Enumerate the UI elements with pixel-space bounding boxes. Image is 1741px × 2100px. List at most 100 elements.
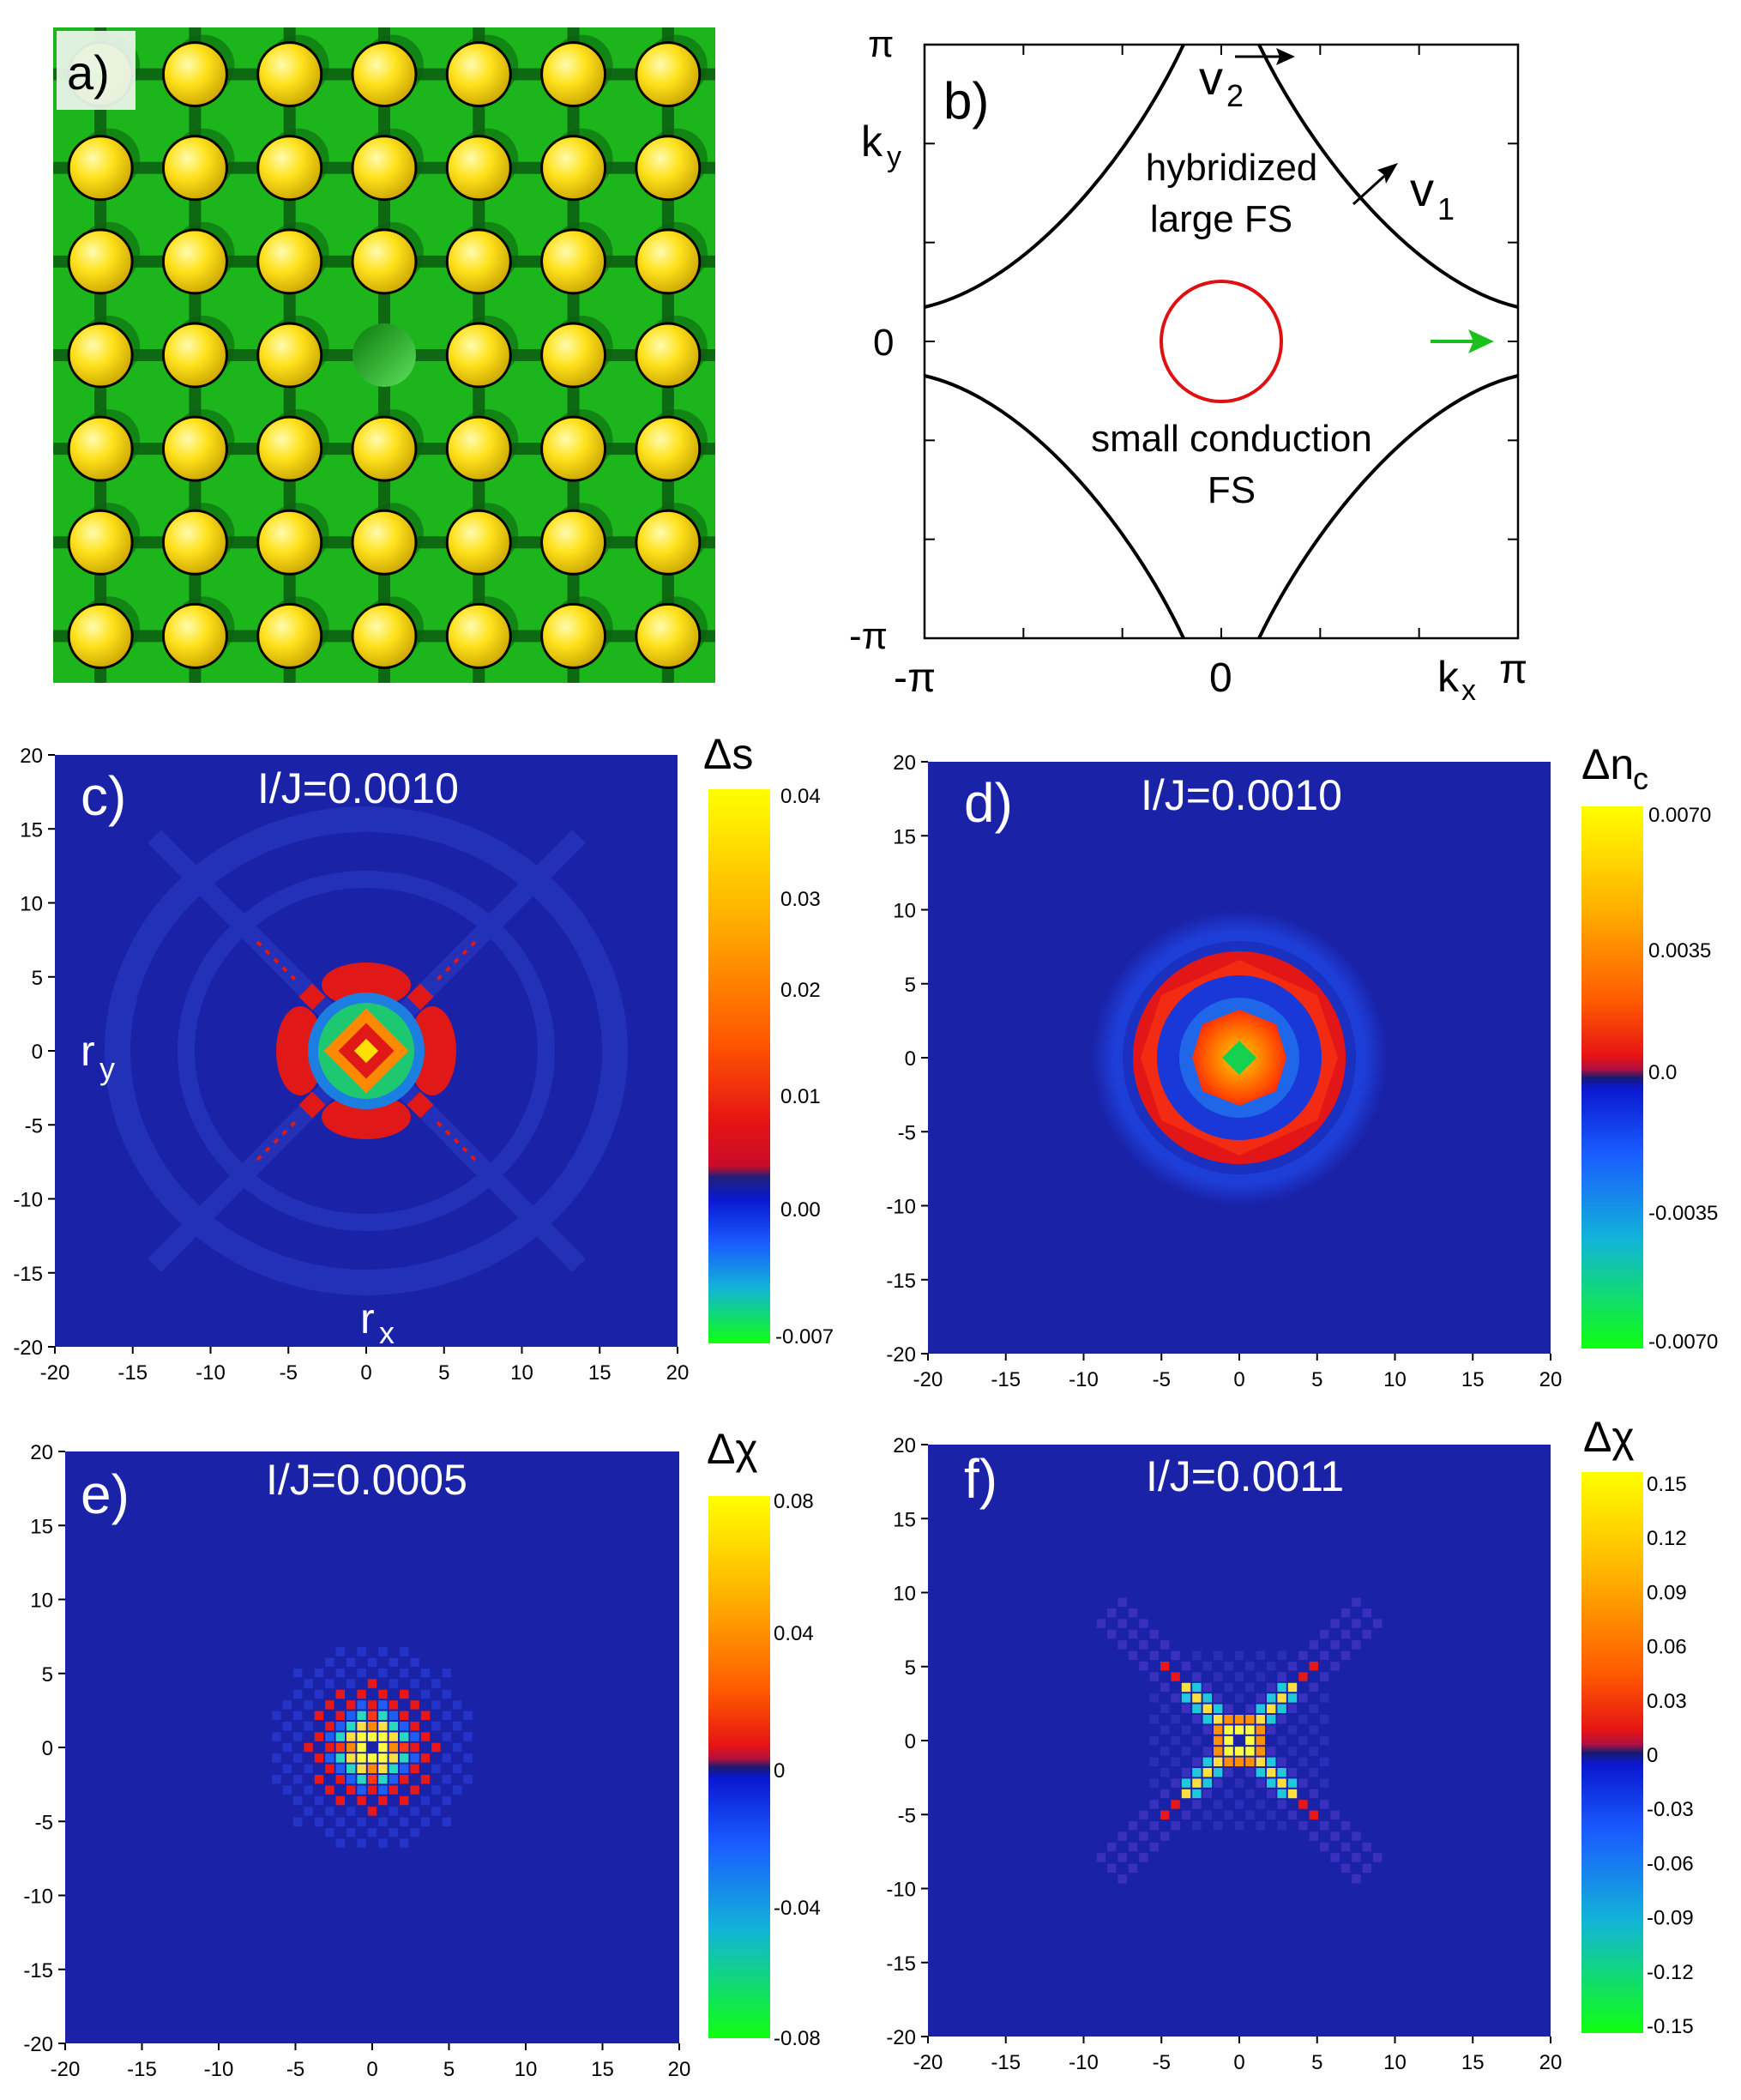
map-cell: [420, 1795, 431, 1806]
map-cell: [1277, 1800, 1286, 1809]
atom: [635, 602, 702, 669]
cb-d-tick: -0.0035: [1648, 1202, 1718, 1225]
v1-arrow: [1352, 163, 1398, 206]
map-e-title: I/J=0.0005: [266, 1456, 467, 1504]
map-cell: [1266, 1714, 1276, 1724]
map-cell: [1277, 1682, 1286, 1693]
map-cell: [420, 1668, 431, 1678]
atom: [351, 228, 418, 295]
map-cell: [1128, 1629, 1138, 1639]
map-cell: [1277, 1735, 1286, 1746]
map-cell: [367, 1753, 377, 1763]
atom: [635, 509, 702, 576]
map-cell: [1362, 1608, 1372, 1618]
map-cell: [399, 1689, 409, 1699]
map-cell: [282, 1700, 292, 1710]
x-tick-label: 20: [1539, 1368, 1563, 1391]
map-cell: [346, 1657, 356, 1668]
map-cell: [1256, 1767, 1266, 1777]
map-cell: [1224, 1725, 1233, 1735]
map-cell: [1266, 1747, 1276, 1756]
map-cell: [1234, 1693, 1244, 1703]
map-cell: [1192, 1800, 1202, 1809]
map-cell: [1287, 1767, 1298, 1777]
map-cell: [1309, 1831, 1319, 1841]
map-cell: [1245, 1682, 1255, 1693]
cb-f-tick: 0.09: [1647, 1581, 1687, 1604]
x-tick-label: 10: [510, 1361, 533, 1385]
map-cell: [1256, 1725, 1266, 1735]
map-cell: [389, 1679, 399, 1688]
map-cell: [1171, 1735, 1180, 1746]
map-f-title: I/J=0.0011: [1146, 1452, 1344, 1500]
atom: [540, 41, 607, 108]
map-cell: [1266, 1810, 1276, 1820]
fs-curve-br: [1257, 374, 1519, 639]
map-cell: [378, 1732, 388, 1741]
atom: [161, 322, 228, 389]
map-cell: [1192, 1672, 1202, 1681]
map-cell: [1298, 1820, 1308, 1831]
map-cell: [1181, 1810, 1191, 1820]
vacancy-site: [352, 323, 416, 387]
map-cell: [389, 1807, 399, 1816]
map-cell: [1309, 1661, 1319, 1671]
map-cell: [389, 1721, 399, 1731]
map-cell: [367, 1711, 377, 1721]
map-cell: [335, 1764, 346, 1774]
map-cell: [1160, 1704, 1170, 1714]
atom: [67, 135, 134, 202]
map-cell: [1309, 1672, 1319, 1681]
atom: [67, 509, 134, 576]
map-cell: [1287, 1672, 1298, 1681]
atom: [256, 509, 323, 576]
map-cell: [1224, 1682, 1233, 1693]
x-tick-label: -20: [913, 2051, 943, 2074]
map-cell: [1171, 1789, 1180, 1799]
map-cell: [1202, 1704, 1213, 1714]
map-cell: [1202, 1789, 1213, 1799]
x-tick-label: 0: [1233, 2051, 1244, 2074]
map-cell: [1352, 1853, 1361, 1862]
x-tick-label: -15: [127, 2058, 157, 2081]
map-cell: [357, 1732, 366, 1741]
map-cell: [346, 1785, 356, 1795]
colorbar-d-title: Δn: [1581, 740, 1634, 788]
map-cell: [367, 1827, 377, 1838]
atom: [161, 509, 228, 576]
map-cell: [357, 1753, 366, 1763]
ky-mid-tick: 0: [873, 322, 894, 364]
y-tick-label: 5: [42, 1663, 53, 1687]
cb-f-tick: 0.06: [1647, 1636, 1687, 1659]
map-cell: [1287, 1682, 1298, 1693]
map-cell: [1149, 1757, 1160, 1767]
x-tick-label: 10: [515, 2058, 538, 2081]
atom: [256, 228, 323, 295]
v2-label: v: [1199, 51, 1223, 105]
map-cell: [442, 1689, 452, 1699]
map-cell: [346, 1732, 356, 1741]
map-cell: [378, 1764, 388, 1774]
map-cell: [1330, 1810, 1340, 1820]
map-cell: [325, 1732, 334, 1741]
map-cell: [389, 1742, 399, 1753]
map-cell: [357, 1785, 366, 1795]
ky-top-tick: π: [868, 23, 894, 65]
atom: [161, 135, 228, 202]
cb-d-tick: 0.0070: [1648, 804, 1711, 827]
map-c-rx-subscript: x: [379, 1315, 395, 1350]
map-cell: [335, 1753, 346, 1763]
v2-arrow: [1235, 48, 1295, 65]
atom: [445, 415, 512, 482]
map-cell: [399, 1742, 409, 1753]
atom: [635, 135, 702, 202]
map-cell: [1287, 1661, 1298, 1671]
map-cell: [1096, 1853, 1106, 1862]
map-cell: [1181, 1725, 1191, 1735]
map-cell: [1309, 1747, 1319, 1756]
map-cell: [1266, 1693, 1276, 1703]
map-cell: [1202, 1767, 1213, 1777]
map-cell: [420, 1817, 431, 1827]
map-cell: [1298, 1810, 1308, 1820]
map-cell: [335, 1732, 346, 1741]
